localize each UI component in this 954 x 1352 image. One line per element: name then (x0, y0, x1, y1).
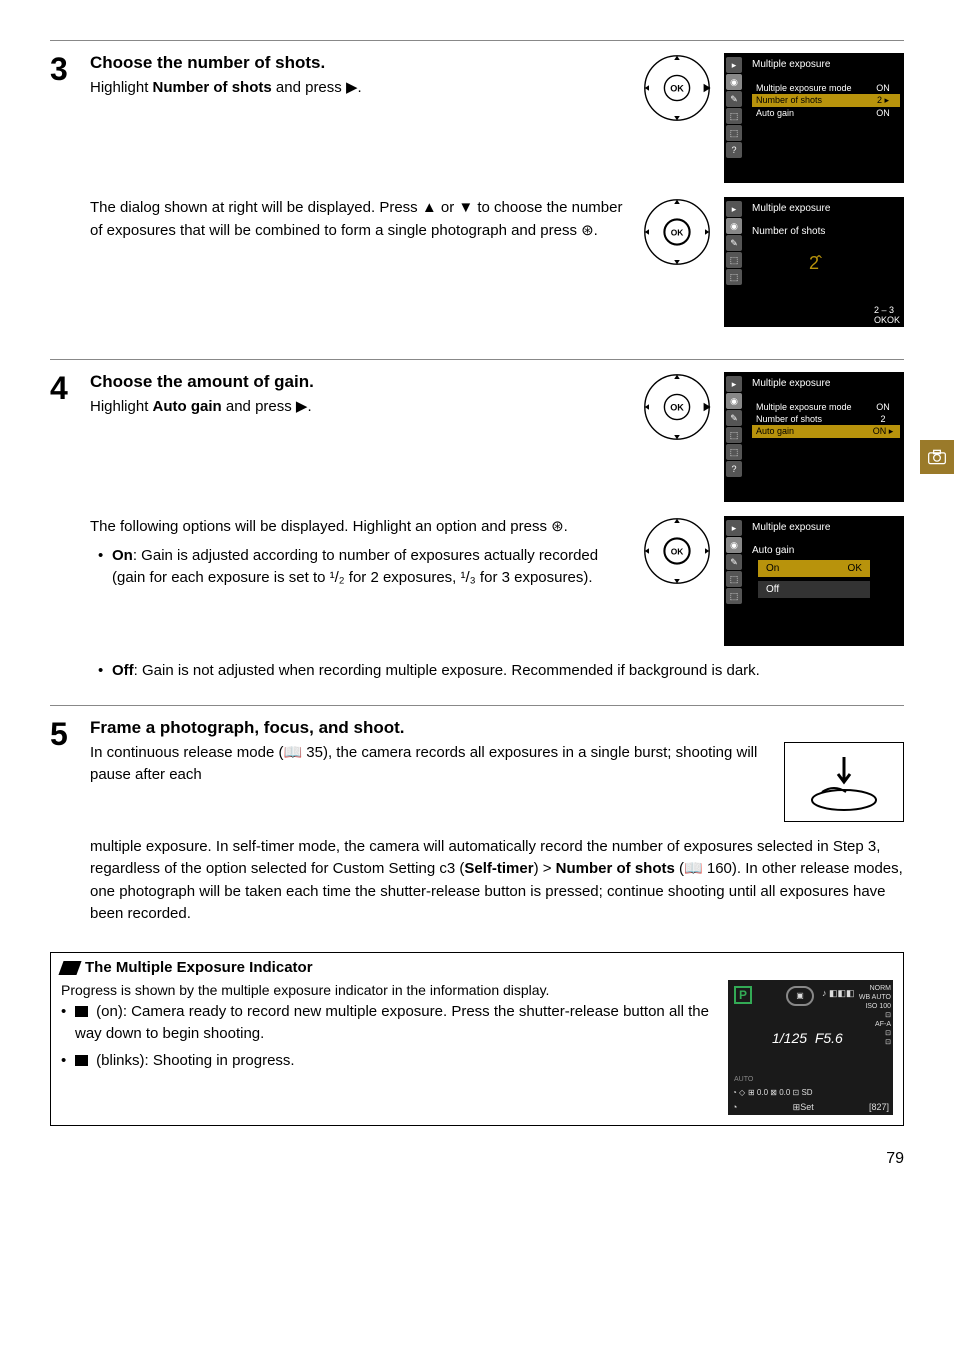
step-4: 4 Choose the amount of gain. Highlight A… (50, 359, 904, 705)
bold-text: Number of shots (153, 79, 272, 96)
info-iso: ISO 100 (859, 1002, 891, 1011)
multiple-exposure-indicator-box: The Multiple Exposure Indicator Progress… (50, 952, 904, 1126)
text: and press ▶. (272, 79, 362, 96)
bullet-text: : Gain is not adjusted when recording mu… (134, 662, 760, 679)
svg-text:OK: OK (671, 228, 684, 238)
footer-text: OKOK (874, 315, 900, 325)
bullet-on: • On: Gain is adjusted according to numb… (98, 545, 630, 590)
screen-title: Multiple exposure (752, 378, 900, 389)
step-4-para2: The following options will be displayed.… (90, 516, 630, 539)
step-4-title: Choose the amount of gain. (90, 372, 630, 392)
menu-row: Auto gainON (752, 107, 900, 119)
option-row: OnOK (758, 560, 870, 577)
mode-p: P (734, 986, 752, 1004)
step-5-text-a: In continuous release mode (📖 35), the c… (90, 742, 772, 787)
info-bar: ⊞ 0.0 ⊠ 0.0 ⊡ SD (748, 1088, 813, 1097)
ok-pad-right-icon: OK (642, 53, 712, 123)
ok-pad-right-icon: OK (642, 372, 712, 442)
info-auto: AUTO (734, 1076, 753, 1083)
info-norm: NORM (859, 984, 891, 993)
step-3: 3 Choose the number of shots. Highlight … (50, 40, 904, 359)
text: Highlight (90, 79, 153, 96)
step-body: Choose the number of shots. Highlight Nu… (90, 53, 904, 341)
step-number: 3 (50, 53, 90, 85)
box-title: The Multiple Exposure Indicator (61, 959, 893, 976)
info-af: AF-A (859, 1020, 891, 1029)
camera-screen-3a: ▸◉✎⬚⬚? Multiple exposure Multiple exposu… (724, 53, 904, 183)
bullet-label: Off (112, 662, 134, 679)
step-3-para2: The dialog shown at right will be displa… (90, 197, 630, 242)
pencil-icon (58, 961, 81, 975)
screen-title: Multiple exposure (752, 522, 900, 533)
side-tab-camera-icon (920, 440, 954, 474)
info-shutter: 1/125 (772, 1030, 807, 1046)
bullet-text: (on): Camera ready to record new multipl… (75, 1003, 709, 1043)
menu-row: Number of shots2 ▸ (752, 94, 900, 107)
screen-center-value: 2̂ (728, 253, 900, 274)
bullet-label: On (112, 547, 133, 564)
step-5-text-b: multiple exposure. In self-timer mode, t… (90, 836, 904, 926)
menu-row: Number of shots2 (752, 413, 900, 425)
ok-pad-center-icon: OK (642, 516, 712, 586)
step-3-title: Choose the number of shots. (90, 53, 630, 73)
bold-text: Number of shots (556, 860, 675, 877)
text: and press ▶. (222, 398, 312, 415)
shoot-illustration (784, 742, 904, 822)
text: Highlight (90, 398, 153, 415)
screen-title: Multiple exposure (752, 203, 900, 214)
info-set: ⊞Set (793, 1102, 814, 1113)
footer-text: 2 – 3 (874, 305, 894, 315)
step-3-line1: Highlight Number of shots and press ▶. (90, 77, 630, 100)
square-icon (75, 1055, 88, 1066)
step-number: 4 (50, 372, 90, 404)
multi-exposure-icon: ▣ (786, 986, 814, 1006)
camera-screen-4b: ▸◉✎⬚⬚ Multiple exposure Auto gain OnOKOf… (724, 516, 904, 646)
screen-title: Multiple exposure (752, 59, 900, 70)
camera-screen-4a: ▸◉✎⬚⬚? Multiple exposure Multiple exposu… (724, 372, 904, 502)
info-fstop: F5.6 (815, 1030, 843, 1046)
svg-text:OK: OK (670, 403, 684, 413)
camera-screen-3b: ▸◉✎⬚⬚ Multiple exposure Number of shots … (724, 197, 904, 327)
svg-text:OK: OK (670, 84, 684, 94)
square-icon (75, 1006, 88, 1017)
step-5-title: Frame a photograph, focus, and shoot. (90, 718, 904, 738)
step-4-line1: Highlight Auto gain and press ▶. (90, 396, 630, 419)
text: ) > (534, 860, 556, 877)
menu-row: Auto gainON ▸ (752, 425, 900, 438)
box-intro: Progress is shown by the multiple exposu… (61, 980, 716, 1001)
info-display: P ▣ ♪ ◧◧◧ NORM WB AUTO ISO 100 ⊡ AF-A ⊡ … (728, 980, 893, 1115)
svg-text:OK: OK (671, 547, 684, 557)
step-number: 5 (50, 718, 90, 750)
box-bullet-1: • (on): Camera ready to record new multi… (61, 1001, 716, 1046)
bold-text: Self-timer (464, 860, 533, 877)
bold-text: Auto gain (153, 398, 222, 415)
screen-subtitle: Auto gain (752, 545, 900, 556)
option-row: Off (758, 581, 870, 598)
box-bullet-2: • (blinks): Shooting in progress. (61, 1050, 716, 1073)
bullet-off: • Off: Gain is not adjusted when recordi… (98, 660, 904, 683)
menu-row: Multiple exposure modeON (752, 82, 900, 94)
info-count: [827] (869, 1102, 889, 1113)
box-title-text: The Multiple Exposure Indicator (85, 959, 313, 976)
bullet-text: (blinks): Shooting in progress. (92, 1052, 295, 1069)
screen-subtitle: Number of shots (752, 226, 900, 237)
step-5: 5 Frame a photograph, focus, and shoot. … (50, 705, 904, 944)
menu-row: Multiple exposure modeON (752, 401, 900, 413)
bullet-text: : Gain is adjusted according to number o… (112, 547, 598, 587)
page-number: 79 (50, 1150, 904, 1168)
info-wb: WB AUTO (859, 993, 891, 1002)
ok-pad-center-icon: OK (642, 197, 712, 267)
